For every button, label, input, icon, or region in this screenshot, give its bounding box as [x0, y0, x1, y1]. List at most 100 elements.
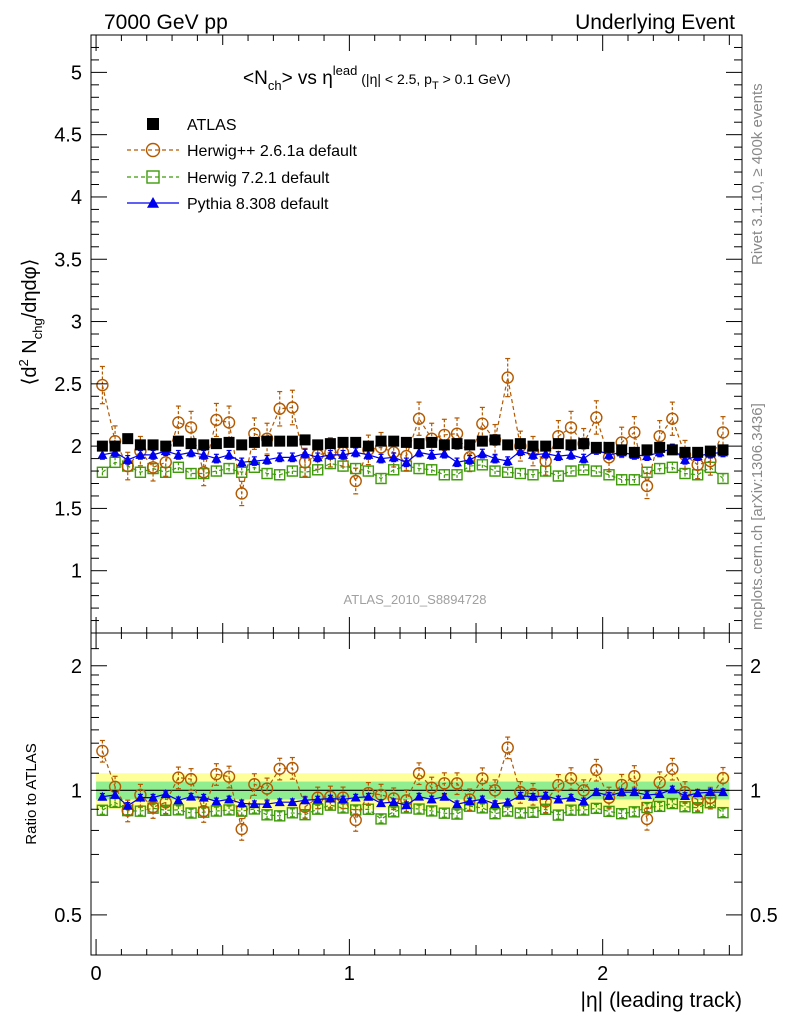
series-herwig7	[96, 456, 729, 486]
data-point	[160, 440, 172, 452]
data-point	[628, 446, 640, 458]
data-point	[286, 465, 299, 477]
data-point	[501, 466, 514, 478]
y-tick-label: 0.5	[54, 905, 82, 927]
data-point	[184, 421, 198, 434]
legend-label: Pythia 8.308 default	[187, 196, 329, 213]
ratio-data-point	[615, 807, 628, 820]
ratio-data-point	[591, 787, 602, 797]
main-y-tick-labels: 1 1.5 2 2.5 3 3.5 4 4.5 5	[54, 62, 82, 582]
ratio-data-point	[654, 788, 665, 798]
ratio-data-point	[452, 799, 463, 809]
data-point	[185, 438, 197, 450]
data-point	[666, 444, 678, 456]
plot-title-sup: lead	[333, 63, 358, 78]
ratio-panel: 0.5 0.5 1 1 2 2 Ratio to ATLAS	[23, 632, 778, 956]
data-point	[552, 438, 564, 450]
ratio-panel-ticks	[91, 632, 742, 956]
data-point	[109, 440, 121, 452]
data-point	[400, 436, 412, 448]
data-point	[566, 449, 577, 459]
y-tick-label: 1.5	[54, 498, 82, 520]
data-point	[501, 371, 514, 384]
data-point	[640, 479, 654, 493]
y-axis-label-top-sup: 2	[16, 359, 31, 366]
ratio-data-point	[450, 777, 464, 790]
ratio-data-point	[363, 791, 374, 801]
series-atlas	[96, 433, 729, 458]
ratio-data-point	[464, 796, 475, 806]
data-point	[476, 417, 489, 430]
data-point	[401, 457, 412, 467]
plot-title-cond-sub: T	[432, 80, 439, 92]
data-point	[159, 456, 172, 469]
ratio-data-point	[642, 789, 653, 799]
ratio-data-point	[717, 806, 729, 819]
ratio-data-point	[160, 804, 172, 816]
ratio-data-point	[338, 794, 349, 804]
data-point	[590, 411, 603, 424]
data-point	[388, 435, 400, 447]
data-point	[489, 434, 501, 446]
data-point	[362, 440, 374, 452]
ratio-data-point	[476, 772, 489, 785]
ratio-series-line	[102, 801, 724, 820]
y-tick-label: 2	[71, 656, 82, 678]
data-point	[173, 449, 184, 459]
y-axis-label-top: ⟨d2 Nchg/dηdφ⟩	[16, 259, 45, 386]
ratio-data-point	[299, 809, 311, 821]
ratio-data-point	[628, 806, 641, 818]
ratio-data-point	[653, 776, 666, 789]
ratio-data-point	[425, 805, 438, 817]
y-tick-label: 1	[71, 780, 82, 802]
ratio-data-point	[667, 784, 678, 794]
ratio-data-point	[718, 787, 729, 797]
data-point	[312, 464, 324, 476]
ratio-data-point	[514, 807, 527, 819]
ratio-data-point	[628, 769, 641, 783]
ratio-data-point	[501, 741, 514, 754]
ratio-data-point	[172, 804, 185, 816]
ratio-data-point	[604, 790, 615, 800]
ratio-data-point	[438, 807, 451, 819]
ratio-data-point	[414, 791, 425, 801]
ratio-data-point	[425, 781, 438, 794]
ratio-data-point	[629, 787, 640, 797]
y-tick-label: 2	[71, 436, 82, 458]
data-point	[337, 460, 349, 472]
ratio-data-point	[438, 777, 451, 790]
data-point	[236, 457, 247, 467]
ratio-data-point	[477, 794, 488, 804]
ratio-data-point	[224, 794, 235, 804]
data-point	[274, 435, 286, 447]
data-point	[641, 444, 653, 456]
data-point	[490, 453, 501, 463]
data-point	[654, 441, 666, 453]
data-point	[211, 453, 222, 463]
ratio-data-point	[539, 803, 552, 815]
ratio-data-point	[184, 772, 198, 786]
data-point	[590, 465, 603, 477]
data-point	[287, 452, 298, 462]
ratio-data-point	[552, 778, 565, 792]
ratio-data-point	[135, 792, 146, 802]
y-axis-label-ratio: Ratio to ATLAS	[23, 743, 40, 844]
y-axis-label-top-a: ⟨d	[19, 366, 41, 385]
ratio-data-point	[401, 800, 412, 810]
ratio-data-point	[616, 787, 627, 797]
data-point	[185, 467, 197, 480]
data-point	[590, 441, 602, 453]
data-point	[172, 461, 185, 474]
data-point	[666, 412, 679, 425]
data-point	[274, 452, 285, 462]
data-point	[261, 467, 273, 480]
data-point	[414, 447, 425, 457]
data-point	[666, 461, 679, 474]
data-point	[628, 474, 641, 486]
ratio-data-point	[692, 788, 703, 798]
ratio-data-point	[148, 792, 159, 802]
ratio-data-point	[412, 767, 426, 780]
main-panel: 1 1.5 2 2.5 3 3.5 4 4.5 5 <Nch> vs ηlead (|η| < …	[16, 34, 743, 634]
main-panel-ticks	[91, 34, 742, 634]
ratio-data-point	[388, 806, 400, 818]
